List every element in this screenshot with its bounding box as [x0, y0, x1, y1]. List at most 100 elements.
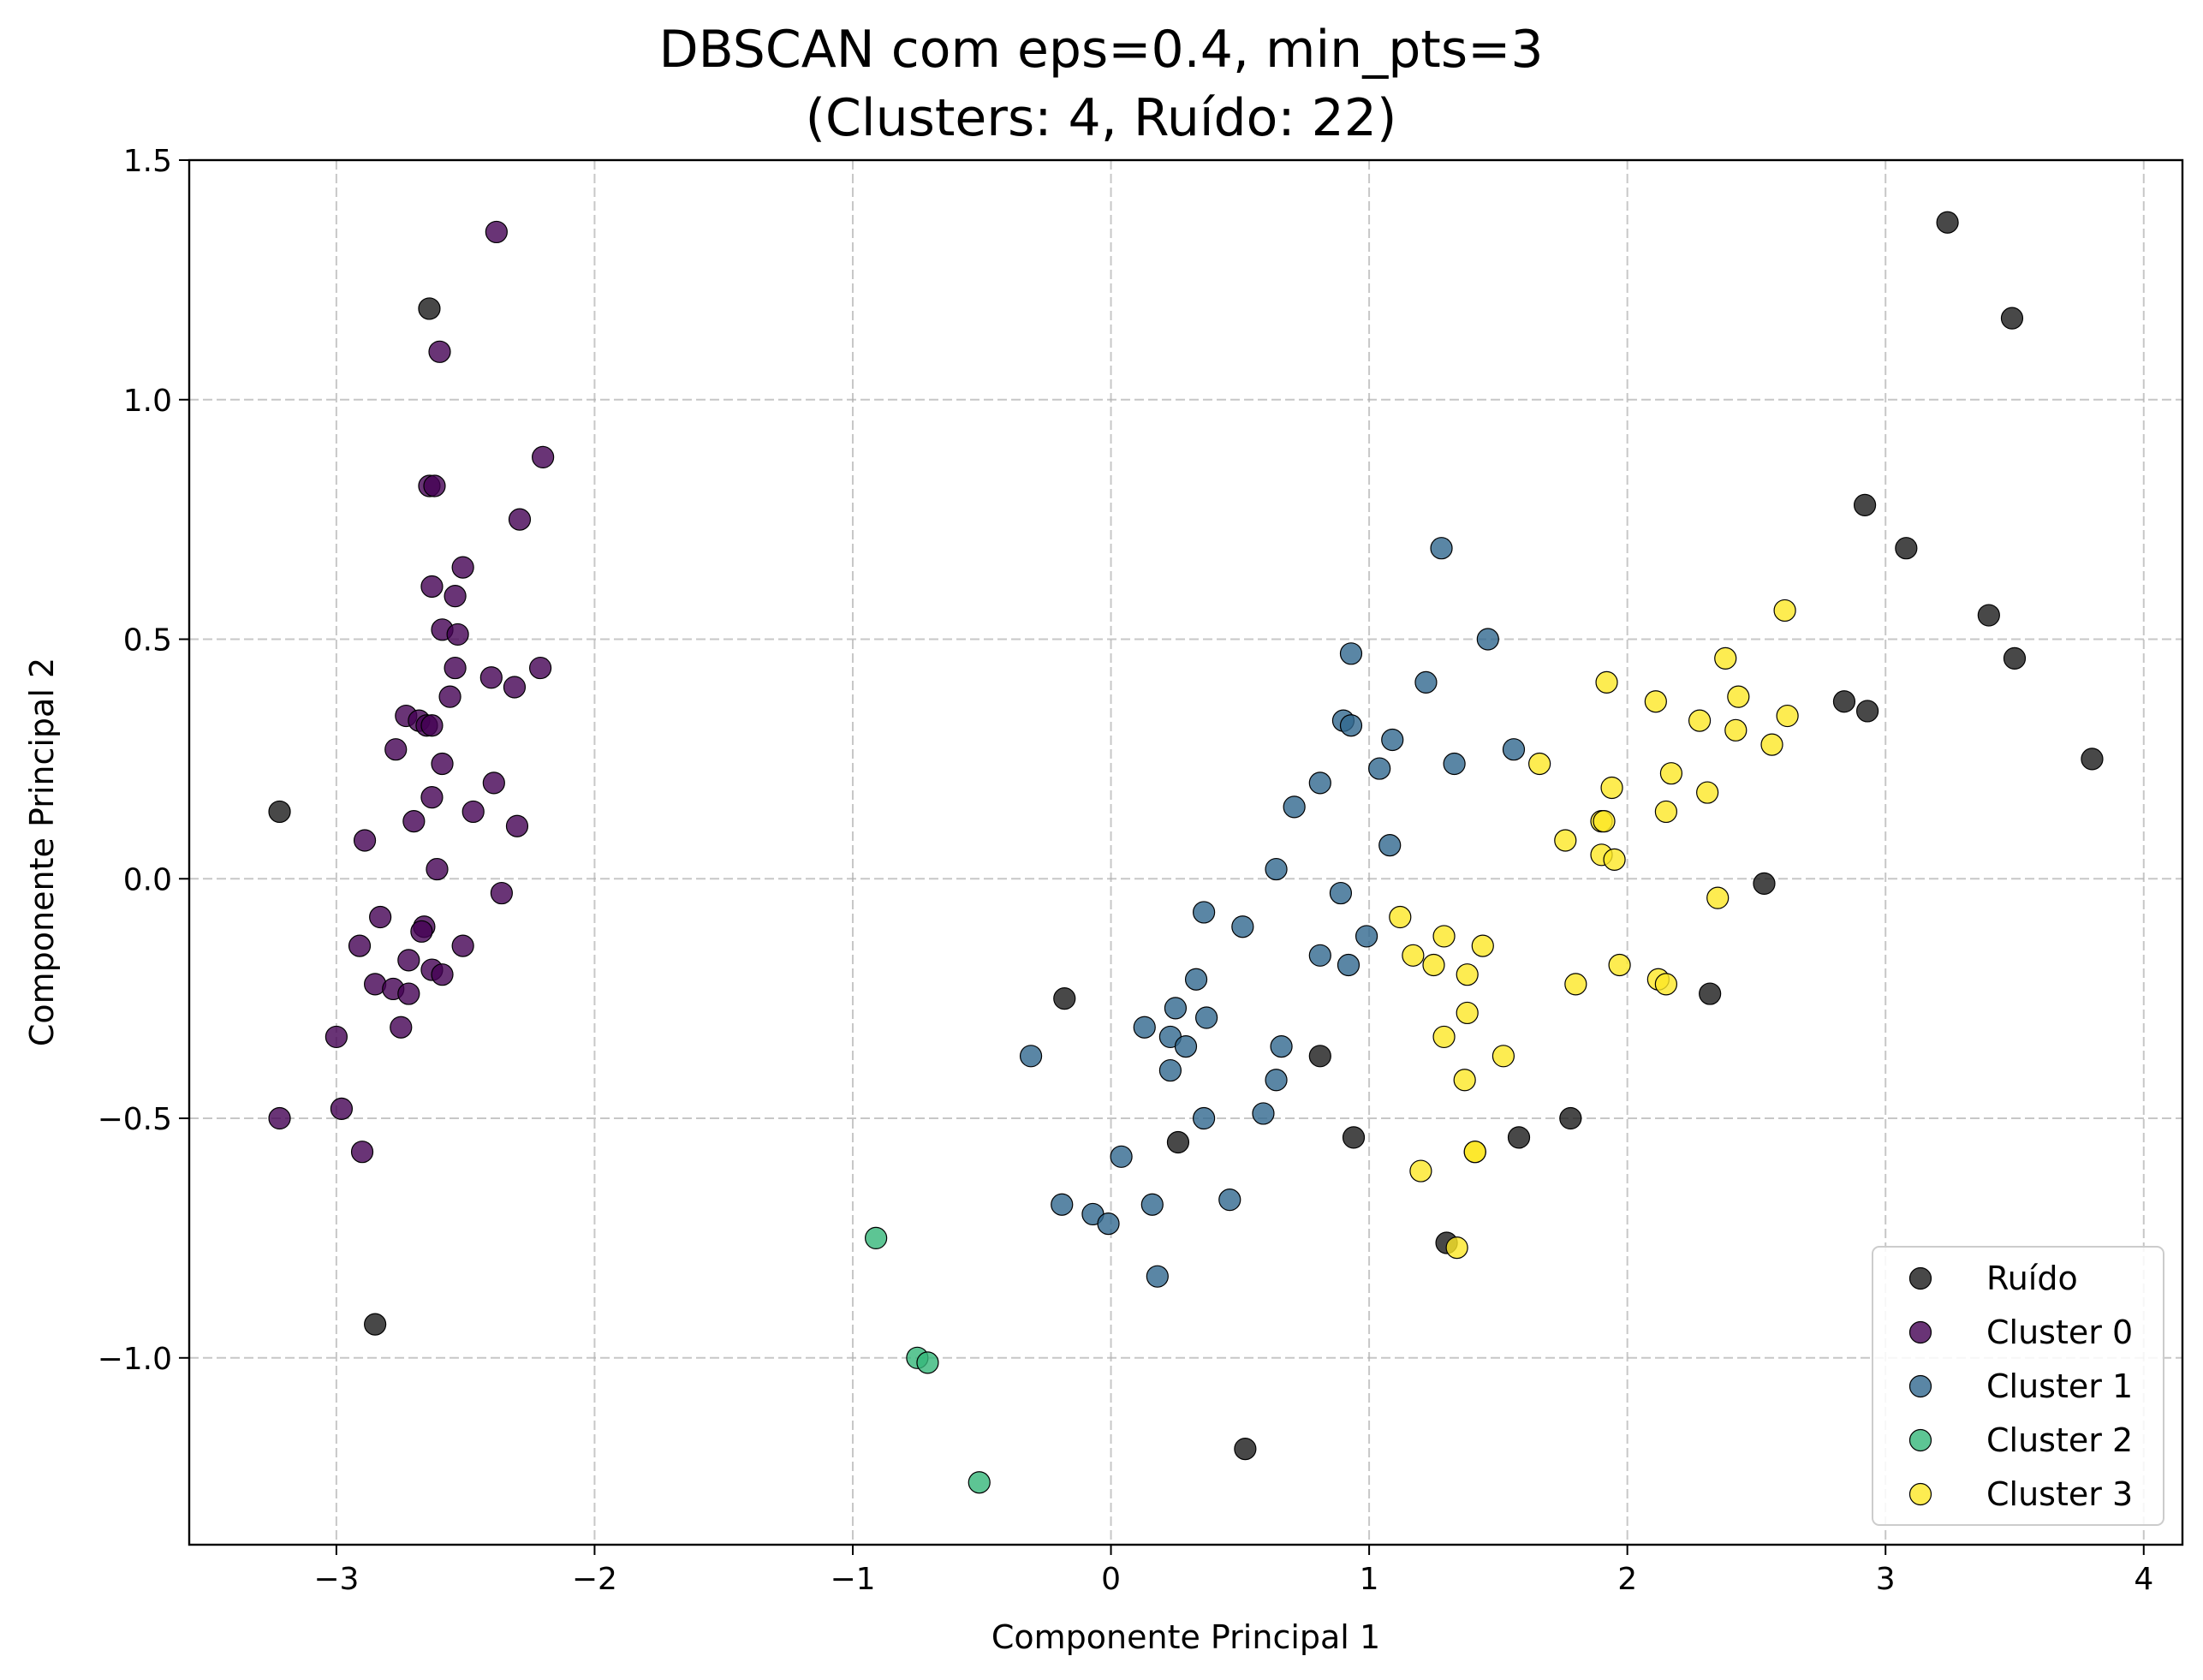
data-point — [485, 220, 508, 244]
data-point — [1283, 795, 1306, 819]
data-point — [1146, 1265, 1169, 1288]
data-point — [350, 1141, 374, 1164]
data-point — [1164, 997, 1188, 1020]
data-point — [1308, 1045, 1331, 1068]
data-point — [1559, 1106, 1582, 1130]
legend-label: Ruído — [1986, 1260, 2078, 1297]
x-tick-label: 4 — [2134, 1562, 2153, 1597]
x-tick-label: −2 — [572, 1562, 617, 1597]
data-point — [369, 905, 392, 929]
data-point — [1381, 728, 1404, 752]
data-point — [1644, 690, 1667, 713]
data-point — [1688, 709, 1712, 732]
data-point — [1699, 982, 1722, 1005]
legend-label: Cluster 1 — [1986, 1367, 2133, 1405]
data-point — [1471, 934, 1494, 957]
data-point — [1234, 1437, 1257, 1461]
data-point — [1402, 944, 1425, 967]
data-point — [446, 623, 469, 646]
plot-frame — [188, 158, 2184, 1546]
data-point — [1270, 1035, 1293, 1058]
data-point — [482, 771, 505, 795]
data-point — [1456, 963, 1479, 986]
data-point — [1476, 628, 1499, 651]
data-point — [431, 752, 454, 776]
chart-subtitle: (Clusters: 4, Ruído: 22) — [806, 88, 1397, 148]
data-point — [410, 920, 433, 943]
data-point — [1184, 968, 1208, 991]
data-point — [479, 666, 503, 689]
data-point — [384, 738, 408, 761]
data-point — [1252, 1102, 1275, 1125]
legend-box — [1872, 1246, 2164, 1526]
data-point — [426, 857, 449, 881]
data-point — [1308, 771, 1331, 795]
data-point — [1053, 987, 1076, 1010]
data-point — [1776, 704, 1799, 728]
data-point — [1414, 670, 1438, 694]
legend-label: Cluster 3 — [1986, 1475, 2133, 1513]
data-point — [1895, 537, 1918, 560]
x-tick-label: 3 — [1876, 1562, 1896, 1597]
data-point — [1342, 1126, 1366, 1149]
data-point — [1019, 1045, 1043, 1068]
series-ru-do — [268, 211, 2104, 1461]
data-point — [1507, 1126, 1531, 1149]
data-point — [397, 982, 420, 1005]
data-point — [865, 1226, 888, 1250]
data-point — [1564, 973, 1587, 996]
data-point — [444, 585, 467, 608]
data-point — [1265, 1069, 1288, 1092]
data-point — [1355, 925, 1378, 948]
data-point — [420, 575, 444, 599]
data-point — [1773, 599, 1796, 623]
x-tick-label: 2 — [1617, 1562, 1637, 1597]
data-point — [1432, 1025, 1456, 1049]
data-point — [390, 1016, 413, 1039]
y-tick-label: 0.5 — [123, 623, 172, 658]
data-point — [1133, 1016, 1156, 1039]
data-point — [268, 1106, 291, 1130]
data-point — [1528, 752, 1551, 776]
data-point — [1856, 700, 1879, 723]
data-point — [2000, 307, 2024, 330]
y-tick-label: 1.0 — [123, 384, 172, 419]
data-point — [1097, 1212, 1120, 1236]
data-point — [1110, 1145, 1133, 1168]
data-point — [1714, 646, 1737, 670]
data-point — [1432, 925, 1456, 948]
data-point — [444, 656, 467, 680]
data-point — [1654, 800, 1677, 824]
data-point — [1337, 953, 1361, 977]
data-point — [1193, 901, 1216, 924]
data-point — [490, 881, 513, 905]
legend-label: Cluster 2 — [1986, 1421, 2133, 1459]
data-point — [2003, 646, 2027, 670]
series-cluster-3 — [1389, 599, 1799, 1260]
y-tick-label: −1.0 — [98, 1342, 172, 1377]
data-point — [348, 934, 372, 957]
data-point — [1760, 733, 1783, 756]
data-point — [451, 556, 474, 579]
legend-marker — [1908, 1428, 1932, 1452]
legend-marker — [1908, 1482, 1932, 1506]
data-point — [1422, 953, 1445, 977]
data-point — [1378, 834, 1402, 857]
x-tick-label: −1 — [830, 1562, 875, 1597]
data-point — [1832, 690, 1856, 713]
data-point — [431, 963, 454, 986]
data-point — [1193, 1106, 1216, 1130]
legend-marker — [1908, 1320, 1932, 1344]
data-point — [1977, 604, 2000, 627]
data-point — [1409, 1159, 1432, 1183]
data-point — [1158, 1058, 1182, 1082]
data-point — [1195, 1006, 1218, 1029]
y-tick-label: 0.0 — [123, 862, 172, 897]
data-point — [1659, 762, 1683, 785]
data-point — [503, 676, 527, 699]
series-cluster-2 — [865, 1226, 991, 1494]
data-point — [330, 1097, 354, 1120]
data-point — [1430, 537, 1453, 560]
data-point — [420, 786, 444, 809]
